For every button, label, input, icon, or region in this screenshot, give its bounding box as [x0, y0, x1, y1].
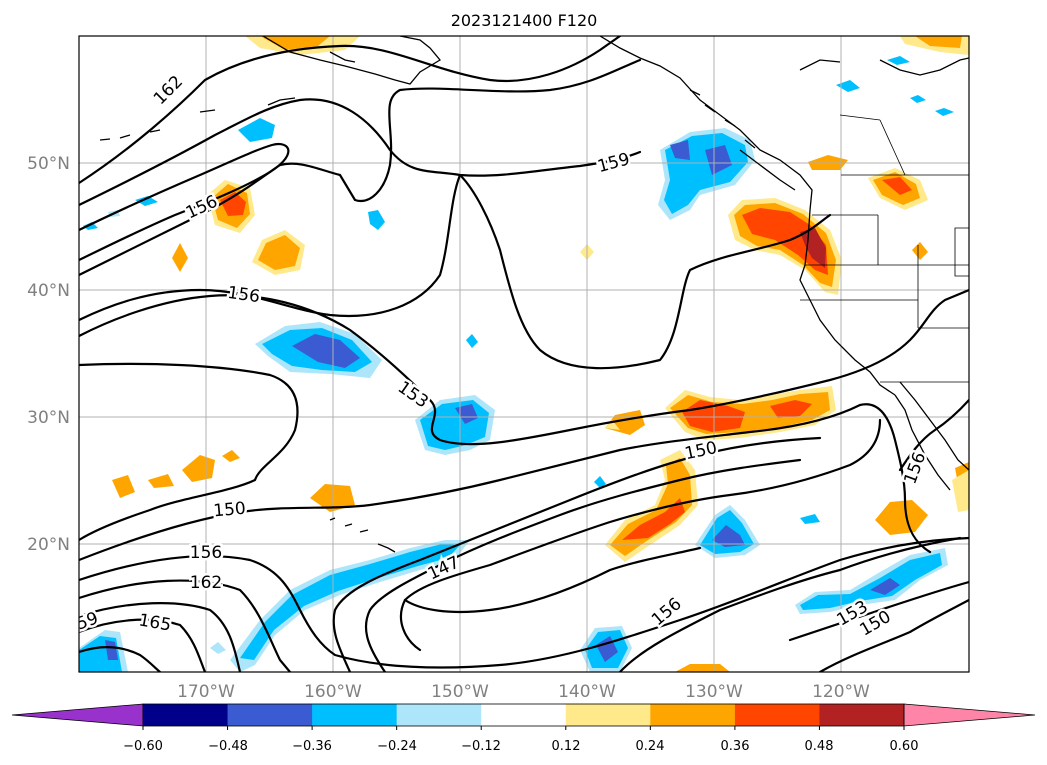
contour-label: 162 162	[187, 571, 224, 596]
map-title: 2023121400 F120	[451, 11, 598, 30]
colorbar-frame	[142, 703, 905, 727]
lon-tick: 120°W	[812, 682, 870, 702]
fill-blue-small-b	[83, 222, 98, 230]
svg-text:156: 156	[190, 543, 222, 563]
fill-top-strip	[245, 36, 360, 55]
colorbar-label: −0.36	[292, 739, 332, 754]
fill-orange-isolated-b	[148, 474, 174, 488]
colorbar-segment	[143, 704, 229, 726]
colorbar-label: −0.24	[377, 739, 417, 754]
colorbar-label: −0.12	[461, 739, 501, 754]
colorbar-segments	[11, 703, 1036, 727]
colorbar-label: 0.48	[805, 739, 834, 754]
lon-tick: 160°W	[304, 682, 362, 702]
fill-blue-small-h	[910, 95, 926, 103]
fill-blue-small-d	[368, 210, 385, 230]
fill-blue-small-l	[210, 642, 226, 654]
fill-blue-small-k	[594, 476, 606, 488]
height-contours	[79, 36, 969, 672]
colorbar-label: 0.24	[636, 739, 665, 754]
fill-yellow-small-b	[912, 242, 928, 260]
fill-yellow-edge	[952, 470, 969, 512]
fill-orange-isolated-a	[112, 475, 135, 498]
colorbar-labels: −0.60 −0.48 −0.36 −0.24 −0.12 0.12 0.24 …	[123, 739, 918, 754]
svg-text:162: 162	[190, 573, 222, 593]
svg-text:150: 150	[213, 499, 247, 522]
colorbar: −0.60 −0.48 −0.36 −0.24 −0.12 0.12 0.24 …	[11, 703, 1036, 754]
fill-blue-sw	[230, 540, 470, 672]
fill-blue-165w	[238, 118, 275, 142]
fill-top-right	[900, 36, 969, 55]
colorbar-label: −0.60	[123, 739, 163, 754]
svg-text:162: 162	[190, 573, 222, 593]
lat-tick: 50°N	[27, 154, 70, 174]
fill-orange-wa	[868, 168, 928, 210]
fill-blue-123w	[795, 548, 948, 614]
fill-blue-small-f	[836, 80, 860, 92]
lon-tick: 150°W	[431, 682, 489, 702]
fill-blue-small-i	[935, 108, 954, 116]
fill-blue-small-a	[135, 196, 158, 206]
longitude-ticks: 170°W 160°W 150°W 140°W 130°W 120°W	[177, 682, 870, 702]
contour-label: 150 150	[210, 496, 249, 524]
colorbar-segment	[734, 704, 820, 726]
fill-orange-bottom	[675, 664, 730, 672]
colorbar-segment	[396, 704, 482, 726]
lon-tick: 140°W	[558, 682, 616, 702]
fill-orange-isolated-c	[182, 455, 215, 482]
lon-tick: 130°W	[685, 682, 743, 702]
colorbar-segment	[481, 704, 567, 726]
map-plot-area: 162 162 156 156 156 156 159 159 153 153 …	[79, 36, 969, 672]
colorbar-label: −0.48	[208, 739, 248, 754]
colorbar-segment	[227, 704, 313, 726]
svg-text:156: 156	[226, 283, 261, 307]
coastlines	[99, 36, 969, 553]
colorbar-segment	[819, 704, 905, 726]
latitude-ticks: 50°N 40°N 30°N 20°N	[27, 154, 70, 555]
fill-orange-115w	[875, 500, 928, 535]
lat-tick: 30°N	[27, 408, 70, 428]
colorbar-extend-low	[11, 703, 144, 727]
colorbar-label: 0.12	[552, 739, 581, 754]
colorbar-label: 0.36	[721, 739, 750, 754]
colorbar-segment	[650, 704, 736, 726]
fill-orange-small-a	[172, 243, 188, 272]
colorbar-segment	[565, 704, 651, 726]
fill-blue-160w	[255, 322, 382, 378]
fill-blue-bottom-left	[79, 630, 128, 672]
fill-orange-166w	[207, 180, 255, 233]
contour-label: 156 156	[187, 541, 224, 566]
fill-blue-small-e	[466, 334, 478, 348]
political-borders	[800, 114, 969, 383]
fill-blue-small-g	[887, 56, 910, 65]
svg-text:156: 156	[190, 543, 222, 563]
lon-tick: 170°W	[177, 682, 235, 702]
lat-tick: 40°N	[27, 281, 70, 301]
colorbar-ticks	[142, 726, 905, 730]
fill-orange-isolated-d	[222, 450, 240, 462]
lat-tick: 20°N	[27, 535, 70, 555]
svg-text:150: 150	[213, 499, 247, 522]
colorbar-extend-high	[903, 703, 1036, 727]
fill-yellow-139w	[605, 420, 620, 430]
fill-blue-133w	[658, 128, 755, 220]
fill-blue-small-j	[800, 514, 820, 524]
fill-orange-162w	[252, 230, 305, 275]
map-frame	[78, 35, 970, 673]
colorbar-label: 0.60	[890, 739, 919, 754]
graticule	[79, 36, 969, 672]
colorbar-segment	[312, 704, 398, 726]
